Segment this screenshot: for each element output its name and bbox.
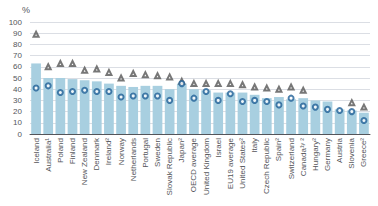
svg-text:United States²: United States² — [238, 138, 247, 189]
svg-text:Switzerland: Switzerland — [287, 138, 296, 179]
svg-text:Iceland: Iceland — [32, 138, 41, 164]
svg-text:Japan²: Japan² — [177, 138, 186, 163]
svg-text:Poland: Poland — [56, 138, 65, 163]
svg-text:Finland: Finland — [68, 138, 77, 164]
svg-text:Denmark: Denmark — [92, 137, 101, 170]
svg-text:Italy: Italy — [250, 138, 259, 153]
svg-text:Czech Republic: Czech Republic — [262, 138, 271, 194]
svg-text:80: 80 — [13, 40, 22, 49]
svg-text:Israel: Israel — [214, 138, 223, 158]
svg-text:100: 100 — [9, 18, 23, 27]
svg-text:50: 50 — [13, 74, 22, 83]
svg-text:Greece²: Greece² — [359, 138, 368, 167]
svg-text:United Kingdom: United Kingdom — [202, 138, 211, 195]
svg-text:EU19 average: EU19 average — [226, 137, 235, 189]
svg-text:0: 0 — [18, 130, 23, 139]
svg-text:Australia¹: Australia¹ — [44, 138, 53, 172]
svg-text:OECD average: OECD average — [189, 137, 198, 192]
svg-text:Germany: Germany — [323, 138, 332, 171]
svg-text:Netherlands: Netherlands — [129, 138, 138, 181]
svg-text:Slovak Republic: Slovak Republic — [165, 138, 174, 195]
svg-text:Hungary²: Hungary² — [311, 138, 320, 171]
svg-text:30: 30 — [13, 96, 22, 105]
svg-text:10: 10 — [13, 118, 22, 127]
svg-text:Norway: Norway — [117, 138, 126, 165]
svg-text:Austria: Austria — [335, 137, 344, 162]
svg-text:Spain²: Spain² — [274, 138, 283, 161]
svg-text:Slovenia: Slovenia — [347, 137, 356, 168]
svg-text:40: 40 — [13, 85, 22, 94]
svg-text:%: % — [22, 5, 30, 15]
svg-text:Canada¹ʸ ²: Canada¹ʸ ² — [299, 138, 308, 176]
svg-text:Ireland²: Ireland² — [104, 138, 113, 165]
svg-text:New Zealand: New Zealand — [80, 138, 89, 185]
svg-text:Sweden: Sweden — [153, 138, 162, 167]
svg-text:60: 60 — [13, 62, 22, 71]
svg-text:70: 70 — [13, 51, 22, 60]
svg-text:Portugal: Portugal — [141, 138, 150, 168]
svg-text:90: 90 — [13, 29, 22, 38]
svg-text:20: 20 — [13, 107, 22, 116]
